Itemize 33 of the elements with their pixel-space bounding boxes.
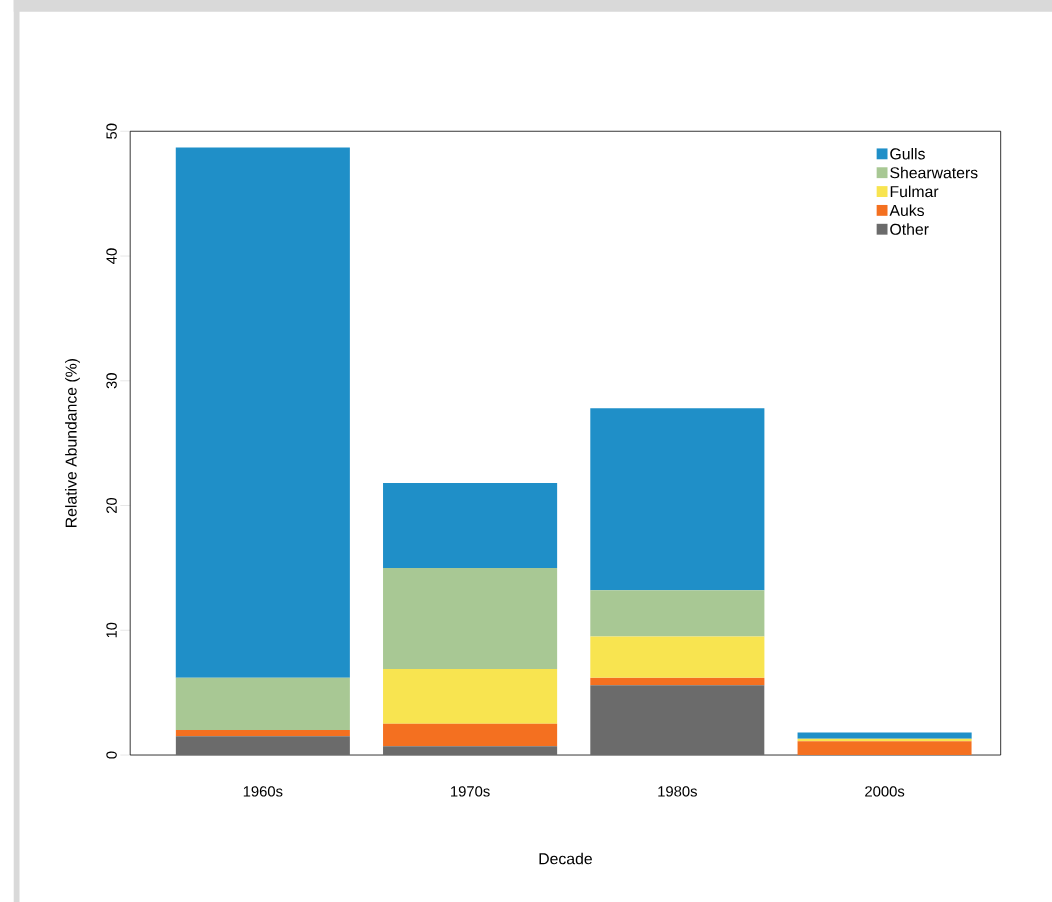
bar: [175, 736, 350, 755]
bar: [590, 677, 765, 686]
y-axis-title: Relative Abundance (%): [65, 359, 80, 527]
bar: [383, 668, 558, 724]
bar: [175, 147, 350, 678]
legend-label: Other: [890, 223, 929, 235]
bar: [797, 732, 972, 739]
x-tick-label: 2000s: [865, 786, 905, 797]
y-tick-label: 50: [106, 123, 117, 139]
bar: [590, 590, 765, 637]
y-tick-label: 0: [106, 751, 117, 759]
bar: [797, 741, 972, 755]
x-tick-label: 1960s: [243, 786, 283, 797]
legend-label: Shearwaters: [890, 166, 978, 179]
y-tick-label: 30: [106, 373, 117, 389]
bar: [175, 730, 350, 737]
bar: [383, 723, 558, 747]
legend-label: Fulmar: [890, 185, 939, 198]
legend-label: Gulls: [890, 147, 925, 160]
x-tick-label: 1980s: [658, 786, 697, 797]
bar: [383, 746, 558, 755]
bar: [590, 685, 765, 755]
bar: [175, 677, 350, 731]
bar: [383, 483, 558, 568]
y-tick-label: 40: [106, 248, 117, 264]
y-tick-label: 10: [106, 622, 117, 638]
x-axis-title: Decade: [539, 852, 592, 865]
bar: [383, 567, 558, 669]
x-tick-label: 1970s: [451, 786, 490, 797]
bar: [590, 636, 765, 678]
bar: [590, 408, 765, 591]
legend-label: Auks: [889, 204, 925, 216]
y-tick-label: 20: [106, 497, 117, 513]
